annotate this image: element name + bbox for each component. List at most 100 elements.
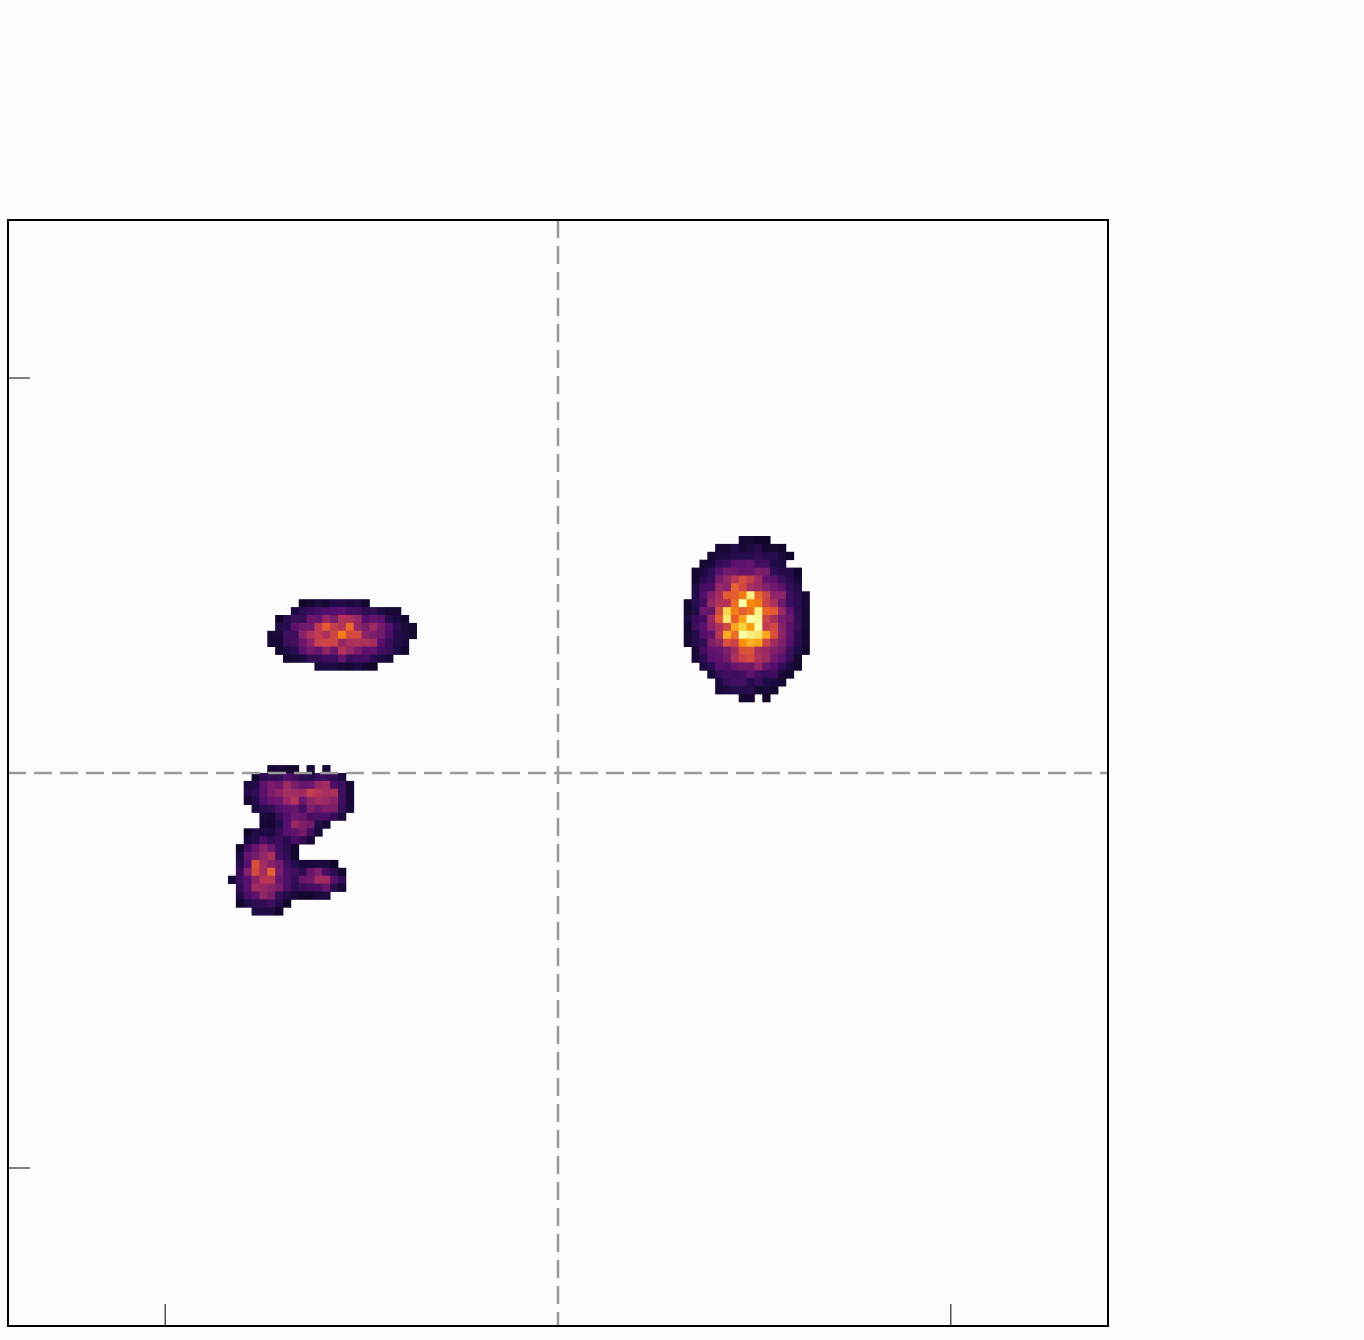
heatmap-cell	[793, 662, 802, 671]
heatmap-cell	[345, 615, 355, 624]
heatmap-cell	[715, 551, 724, 561]
heatmap-cell	[322, 654, 331, 663]
heatmap-cell	[762, 575, 771, 584]
heatmap-cell	[338, 804, 347, 813]
heatmap-cell	[746, 607, 755, 616]
heatmap-cell	[345, 804, 355, 813]
heatmap-cell	[267, 630, 276, 640]
axis-ticks	[8, 377, 952, 1326]
heatmap-cell	[283, 812, 292, 821]
heatmap-cell	[290, 859, 300, 869]
heatmap-cell	[715, 630, 724, 640]
heatmap-cell	[762, 638, 771, 647]
heatmap-cell	[770, 607, 779, 616]
heatmap-cell	[338, 812, 347, 821]
heatmap-cell	[746, 662, 755, 671]
heatmap-cell	[393, 630, 402, 640]
heatmap-cell	[338, 615, 347, 624]
heatmap-cell	[314, 891, 323, 900]
heatmap-cell	[345, 662, 355, 671]
heatmap-cell	[778, 678, 787, 687]
heatmap-cell	[762, 662, 771, 671]
heatmap-cell	[290, 796, 300, 805]
heatmap-cell	[275, 852, 284, 861]
heatmap-cell	[730, 615, 740, 624]
heatmap-cell	[393, 622, 402, 632]
heatmap-cell	[699, 599, 708, 608]
heatmap-cell	[707, 638, 716, 647]
heatmap-cell	[330, 662, 339, 671]
heatmap-cell	[691, 630, 700, 640]
heatmap-cell	[306, 836, 315, 845]
heatmap-cell	[259, 812, 268, 821]
heatmap-cell	[762, 559, 771, 568]
heatmap-cell	[338, 662, 347, 671]
heatmap-cell	[683, 630, 692, 640]
heatmap-cell	[723, 630, 732, 640]
heatmap-cell	[251, 899, 260, 908]
heatmap-cell	[306, 773, 315, 782]
heatmap-cell	[369, 654, 378, 663]
heatmap-cell	[267, 765, 276, 774]
heatmap-cell	[259, 844, 268, 853]
heatmap-cell	[267, 899, 276, 908]
heatmap-cell	[723, 615, 732, 624]
heatmap-cell	[369, 622, 378, 632]
heatmap-cell	[785, 591, 795, 600]
heatmap-cell	[730, 638, 740, 647]
heatmap-cell	[369, 615, 378, 624]
heatmap-cell	[730, 583, 740, 592]
heatmap-cell	[738, 607, 747, 616]
heatmap-cell	[793, 615, 802, 624]
heatmap-cell	[306, 788, 315, 798]
heatmap-cell	[691, 567, 700, 576]
heatmap-cell	[267, 836, 276, 845]
heatmap-cell	[330, 630, 339, 640]
heatmap-cell	[275, 622, 284, 632]
heatmap-cell	[785, 670, 795, 679]
heatmap-cell	[290, 891, 300, 900]
heatmap-cell	[738, 646, 747, 655]
heatmap-cell	[793, 630, 802, 640]
heatmap-cell	[275, 638, 284, 647]
heatmap-cell	[691, 599, 700, 608]
heatmap-cell	[275, 804, 284, 813]
heatmap-cell	[699, 654, 708, 663]
heatmap-cell	[259, 859, 268, 869]
heatmap-cell	[330, 812, 339, 821]
heatmap-cell	[707, 591, 716, 600]
heatmap-cell	[683, 607, 692, 616]
heatmap-cell	[746, 536, 755, 545]
heatmap-cell	[251, 844, 260, 853]
heatmap-cell	[361, 615, 370, 624]
heatmap-cell	[322, 662, 331, 671]
heatmap-cell	[408, 622, 417, 632]
heatmap-cell	[243, 844, 252, 853]
heatmap-cell	[290, 844, 300, 853]
heatmap-cell	[314, 820, 323, 829]
heatmap-cell	[738, 591, 747, 600]
heatmap-cell	[770, 615, 779, 624]
heatmap-cell	[754, 638, 763, 647]
heatmap-cell	[283, 646, 292, 655]
heatmap-cell	[298, 804, 307, 813]
heatmap-cell	[770, 638, 779, 647]
heatmap-cell	[338, 773, 347, 782]
heatmap-cell	[754, 615, 763, 624]
heatmap-cell	[290, 820, 300, 829]
heatmap-cell	[298, 607, 307, 616]
heatmap-cell	[691, 646, 700, 655]
heatmap-cell	[738, 662, 747, 671]
heatmap-cell	[385, 630, 394, 640]
heatmap-cell	[707, 615, 716, 624]
heatmap-cell	[298, 615, 307, 624]
heatmap-cell	[691, 638, 700, 647]
heatmap-cell	[298, 788, 307, 798]
heatmap-cell	[322, 820, 331, 829]
heatmap-cell	[235, 891, 245, 900]
heatmap-cell	[785, 646, 795, 655]
heatmap-cell	[259, 828, 268, 837]
heatmap-cell	[707, 599, 716, 608]
heatmap-cell	[345, 607, 355, 616]
